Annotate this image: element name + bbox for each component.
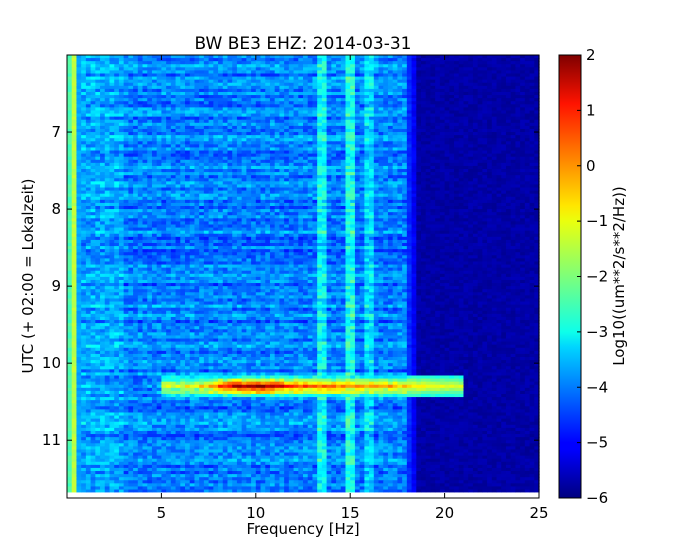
y-tick-label: 7 xyxy=(51,123,61,141)
colorbar-tick-label: −6 xyxy=(586,489,608,507)
colorbar-tick-label: 2 xyxy=(586,46,596,64)
spectrogram-heatmap xyxy=(67,55,540,493)
plot-area: 5 10 15 20 25 7 8 9 10 11 xyxy=(42,54,549,522)
colorbar: 2 1 0 −1 −2 −3 −4 −5 −6 Log10((um**2/s**2/Hz)) xyxy=(558,46,628,507)
colorbar-tick-label: −5 xyxy=(586,434,608,452)
chart-title: BW BE3 EHZ: 2014-03-31 xyxy=(195,34,412,54)
y-tick-label: 11 xyxy=(42,431,61,449)
x-tick-label: 5 xyxy=(157,504,167,522)
y-tick-label: 8 xyxy=(51,200,61,218)
colorbar-tick-label: 0 xyxy=(586,157,596,175)
y-axis-ticks: 7 8 9 10 11 xyxy=(42,123,539,449)
y-tick-label: 10 xyxy=(42,354,61,372)
x-axis-ticks: 5 10 15 20 25 xyxy=(157,55,549,522)
colorbar-tick-label: −4 xyxy=(586,378,608,396)
colorbar-ticks: 2 1 0 −1 −2 −3 −4 −5 −6 xyxy=(577,46,608,507)
colorbar-label: Log10((um**2/s**2/Hz)) xyxy=(610,186,628,366)
x-tick-label: 15 xyxy=(341,504,360,522)
plot-frame xyxy=(66,54,540,499)
x-tick-label: 10 xyxy=(246,504,265,522)
x-tick-label: 20 xyxy=(435,504,454,522)
y-tick-label: 9 xyxy=(51,277,61,295)
colorbar-tick-label: −2 xyxy=(586,268,608,286)
colorbar-tick-label: −3 xyxy=(586,323,608,341)
y-axis-label: UTC (+ 02:00 = Lokalzeit) xyxy=(19,178,37,373)
x-axis-label: Frequency [Hz] xyxy=(246,520,359,538)
x-tick-label: 25 xyxy=(529,504,548,522)
colorbar-tick-label: −1 xyxy=(586,212,608,230)
colorbar-tick-label: 1 xyxy=(586,101,596,119)
